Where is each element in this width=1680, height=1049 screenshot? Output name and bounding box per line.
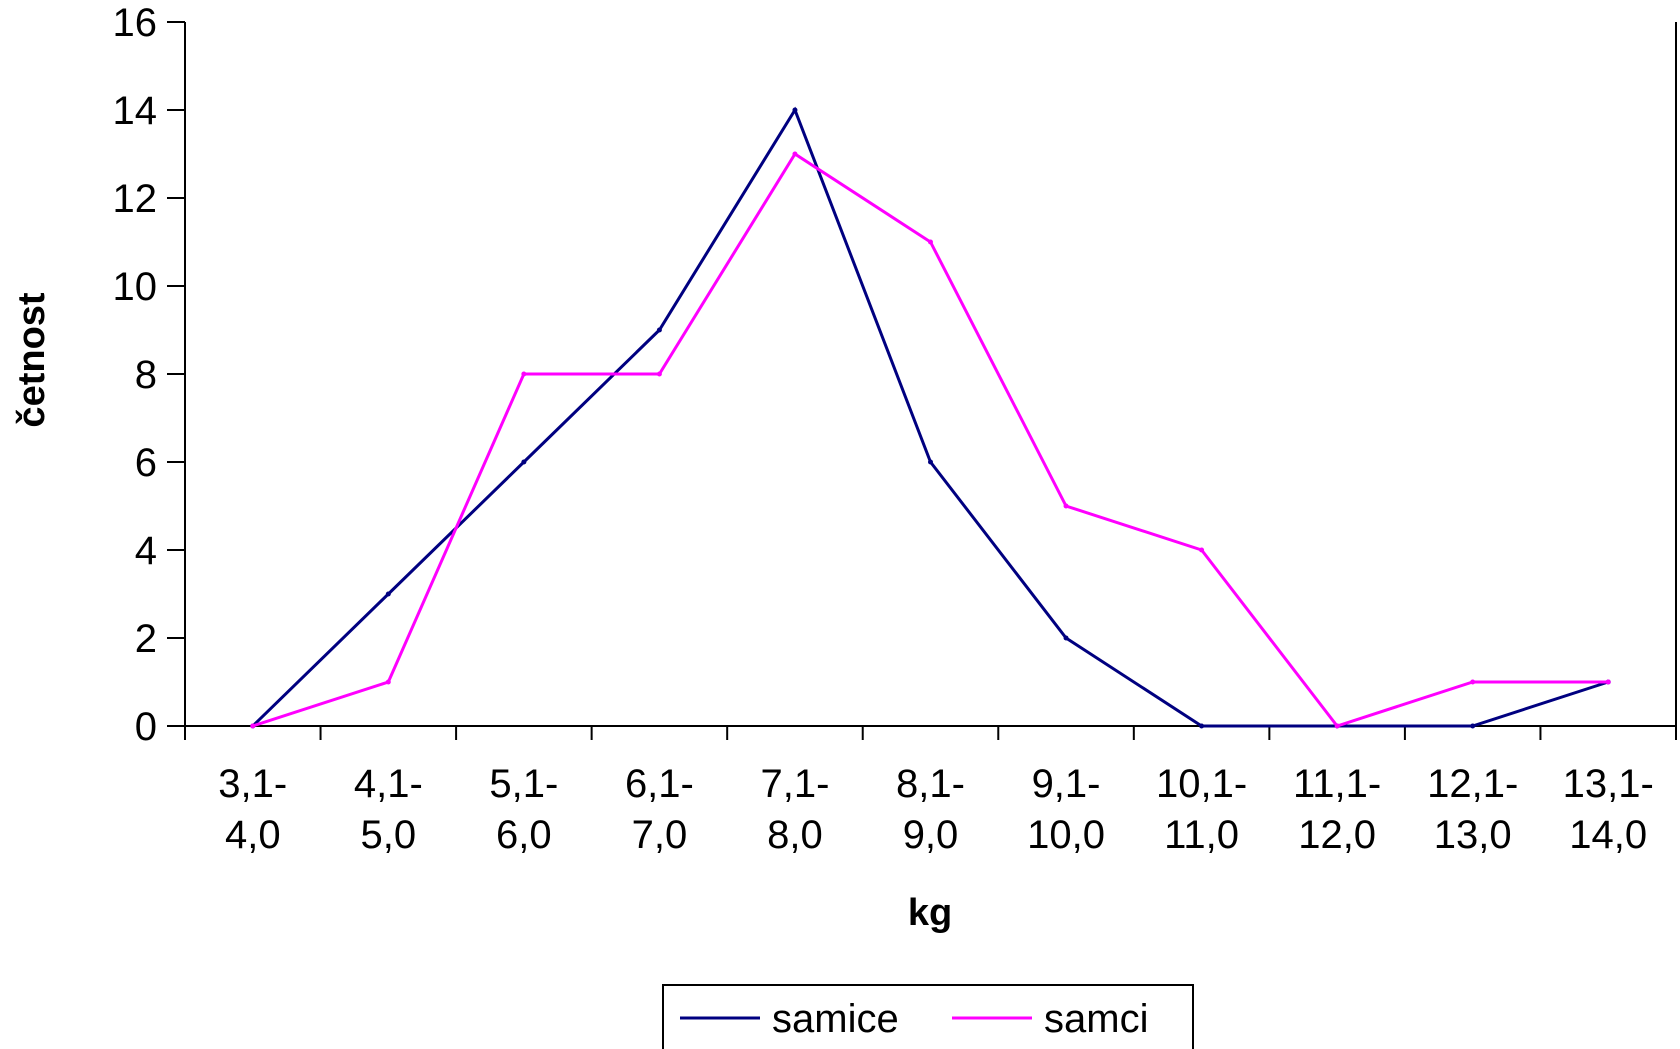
data-point-samice — [1063, 635, 1069, 641]
x-tick-label-line: 11,1- — [1293, 762, 1381, 806]
x-tick-label-line: 5,0 — [361, 813, 417, 857]
x-tick-label-line: 3,1- — [218, 762, 287, 806]
series-samice — [250, 106, 1611, 729]
data-point-samice — [656, 327, 662, 333]
data-point-samci — [1605, 679, 1611, 685]
data-point-samice — [792, 107, 798, 113]
x-tick-label: 9,1- 10,0 — [1027, 762, 1105, 857]
x-tick-label-line: 6,0 — [496, 813, 552, 857]
x-tick-label-line: 11,0 — [1164, 813, 1239, 857]
x-tick-label-line: 4,1- — [354, 762, 423, 806]
x-tick-label-line: 14,0 — [1569, 813, 1647, 857]
series-samci — [250, 151, 1611, 729]
x-tick-label: 13,1- 14,0 — [1563, 762, 1654, 857]
data-point-samci — [385, 679, 391, 685]
data-point-samice — [928, 459, 933, 465]
y-tick-label: 0 — [135, 705, 157, 749]
x-tick-label-line: 10,0 — [1027, 813, 1105, 857]
x-tick-label-line: 7,0 — [632, 813, 688, 857]
x-tick-label: 6,1- 7,0 — [625, 762, 694, 857]
y-tick-label: 10 — [113, 265, 158, 309]
x-tick-label: 4,1- 5,0 — [354, 762, 423, 857]
data-point-samci — [656, 371, 662, 377]
series-line-samice — [251, 106, 1609, 728]
x-tick-label: 3,1- 4,0 — [218, 762, 287, 857]
x-tick-label: 12,1- 13,0 — [1427, 762, 1518, 857]
x-tick-label-line: 12,1- — [1427, 762, 1518, 806]
data-point-samice — [1199, 723, 1205, 729]
y-axis-title: četnost — [11, 292, 53, 427]
data-point-samice — [385, 591, 391, 597]
data-point-samci — [1063, 503, 1069, 509]
x-tick-label-line: 8,1- — [896, 762, 965, 806]
data-point-samci — [1199, 547, 1205, 553]
x-tick-label-line: 8,0 — [767, 813, 823, 857]
data-point-samci — [792, 151, 798, 157]
x-tick-label-line: 9,0 — [903, 813, 959, 857]
x-tick-label: 10,1- 11,0 — [1156, 762, 1247, 857]
x-axis-title: kg — [908, 892, 952, 934]
x-tick-label: 8,1- 9,0 — [896, 762, 965, 857]
legend: samice samci — [662, 984, 1194, 1049]
data-point-samice — [1470, 723, 1476, 729]
x-tick-label-line: 5,1- — [489, 762, 558, 806]
legend-label-samci: samci — [1044, 997, 1148, 1041]
x-tick-label-line: 7,1- — [760, 762, 829, 806]
x-tick-label: 7,1- 8,0 — [760, 762, 829, 857]
x-tick-label: 11,1- 12,0 — [1293, 762, 1381, 857]
data-point-samci — [1334, 723, 1340, 729]
y-tick-label: 2 — [135, 617, 157, 661]
x-tick-label-line: 6,1- — [625, 762, 694, 806]
y-tick-label: 14 — [113, 89, 158, 133]
data-point-samice — [521, 459, 527, 465]
x-tick-label-line: 4,0 — [225, 813, 281, 857]
y-tick-label: 16 — [113, 1, 158, 45]
data-point-samci — [1470, 679, 1476, 685]
y-tick-label: 4 — [135, 529, 157, 573]
x-tick-label-line: 13,0 — [1434, 813, 1512, 857]
y-tick-label: 12 — [113, 177, 158, 221]
data-point-samci — [521, 371, 527, 377]
y-tick-label: 8 — [135, 353, 157, 397]
y-tick-label: 6 — [135, 441, 157, 485]
x-tick-label-line: 10,1- — [1156, 762, 1247, 806]
y-axis: 0 2 4 6 8 10 12 14 16 — [113, 1, 186, 749]
x-tick-label-line: 13,1- — [1563, 762, 1654, 806]
data-point-samci — [250, 723, 256, 729]
x-tick-label: 5,1- 6,0 — [489, 762, 558, 857]
series-layer — [250, 106, 1611, 729]
x-tick-label-line: 12,0 — [1298, 813, 1376, 857]
x-tick-label-line: 9,1- — [1032, 762, 1101, 806]
data-point-samci — [928, 239, 933, 245]
x-axis: 3,1- 4,0 4,1- 5,0 5,1- 6,0 6,1- 7,0 7,1- 8,0 8,1- 9… — [184, 725, 1677, 857]
legend-label-samice: samice — [772, 997, 899, 1041]
